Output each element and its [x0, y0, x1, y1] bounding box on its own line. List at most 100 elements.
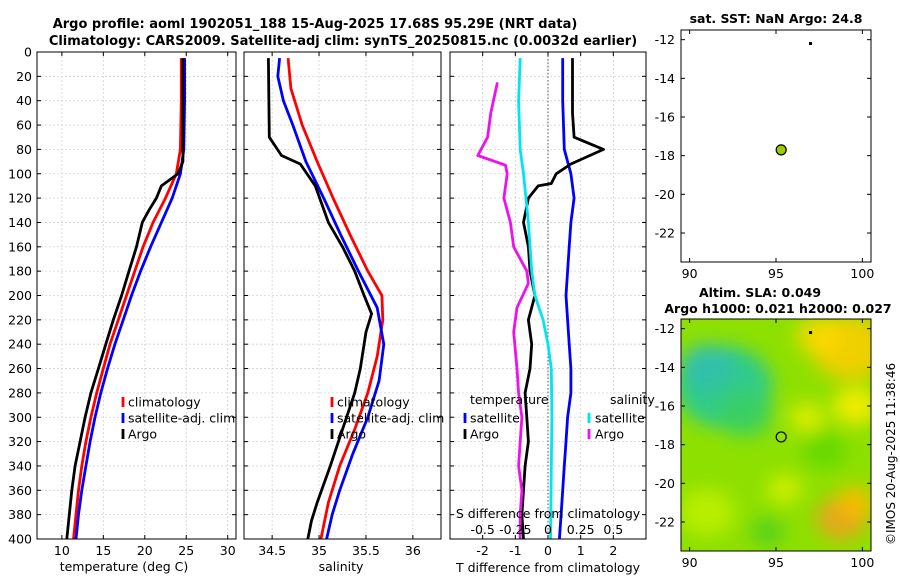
series-line [517, 58, 554, 539]
x-tick-label: 20 [137, 543, 153, 558]
temperature-panel: 10 15 20 25 30020406080100120140160180200220… [8, 45, 237, 558]
x-tick-label: 95 [768, 266, 784, 281]
top-tick-label: 0.5 [603, 522, 623, 537]
y-tick-label: 320 [8, 434, 32, 449]
x-tick-label: 34.5 [258, 543, 286, 558]
heatmap-blob [836, 486, 871, 519]
series-line [558, 58, 576, 539]
x-tick-label: 2 [609, 543, 617, 558]
track-point [809, 331, 813, 335]
x-tick-label: 25 [178, 543, 194, 558]
top-tick-label: 0.25 [567, 522, 595, 537]
heatmap-blob [767, 474, 802, 504]
y-tick-label: 260 [8, 361, 32, 376]
x-tick-label: 35 [311, 543, 327, 558]
y-tick-label: -22 [655, 515, 675, 530]
top-tick-label: 0 [544, 522, 552, 537]
figure-title-line1: Argo profile: aoml 1902051_188 15-Aug-20… [53, 17, 578, 32]
legend-label: climatology [128, 395, 201, 410]
series-line [520, 58, 605, 539]
map-frame [680, 29, 872, 263]
argo-marker [775, 431, 787, 443]
legend-label: Argo [470, 427, 499, 442]
top-tick-label: -0.5 [470, 522, 494, 537]
y-tick-label: 100 [8, 166, 32, 181]
legend-title: salinity [610, 392, 655, 407]
series-group [476, 58, 605, 539]
y-tick-label: 40 [16, 93, 32, 108]
y-tick-label: -18 [655, 437, 675, 452]
x-tick-label: 100 [850, 555, 874, 570]
track-point [809, 42, 813, 46]
heatmap-blob [789, 402, 825, 433]
sla-title-1: Altim. SLA: 0.049 [699, 285, 821, 300]
legend-label: Argo [337, 427, 366, 442]
y-tick-label: 340 [8, 458, 32, 473]
y-tick-label: -16 [655, 399, 675, 414]
x-tick-label: 15 [95, 543, 111, 558]
y-tick-label: 140 [8, 215, 32, 230]
legend-label: climatology [337, 395, 410, 410]
sst-title: sat. SST: NaN Argo: 24.8 [690, 11, 863, 26]
legend-label: satellite-adj. clim [337, 411, 444, 426]
legend-label: satellite [470, 411, 520, 426]
legend-label: Argo [128, 427, 157, 442]
series-line [65, 58, 185, 539]
series-line [74, 58, 187, 539]
y-tick-label: 0 [24, 45, 32, 60]
x-tick-label: 0 [544, 543, 552, 558]
x-tick-label: -2 [476, 543, 488, 558]
series-line [286, 57, 385, 539]
argo-marker [775, 144, 787, 156]
y-tick-label: 380 [8, 507, 32, 522]
legend-label: satellite-adj. clim [128, 411, 235, 426]
salinity-xlabel: salinity [319, 559, 364, 574]
x-tick-label: 95 [768, 555, 784, 570]
difference-xlabel: T difference from climatology [455, 560, 641, 575]
heatmap-blob [681, 488, 735, 536]
y-tick-label: -22 [655, 226, 675, 241]
heatmap-blob [681, 343, 735, 391]
y-tick-label: 80 [16, 142, 32, 157]
heatmap-blob [833, 386, 871, 426]
x-tick-label: 10 [54, 543, 70, 558]
sla-title-2: Argo h1000: 0.021 h2000: 0.027 [664, 301, 891, 316]
series-line [72, 58, 183, 539]
timestamp-stamp: ©IMOS 20-Aug-2025 11:38:46 [884, 363, 898, 545]
x-tick-label: 36 [405, 543, 421, 558]
y-tick-label: -14 [655, 71, 675, 86]
x-tick-label: -1 [509, 543, 521, 558]
heatmap-blob [717, 390, 773, 438]
figure-title-line2: Climatology: CARS2009. Satellite-adj cli… [49, 34, 637, 49]
x-tick-label: 35.5 [352, 543, 380, 558]
series-line [276, 57, 386, 539]
y-tick-label: -14 [655, 360, 675, 375]
sst-map-panel: 90 95 100 -12 -14 -16 -18 -20 -22 [655, 29, 874, 281]
y-tick-label: 20 [16, 69, 32, 84]
y-tick-label: 220 [8, 312, 32, 327]
heatmap-blob [750, 516, 785, 547]
y-tick-label: -18 [655, 148, 675, 163]
x-tick-label: 1 [577, 543, 585, 558]
y-tick-label: -16 [655, 110, 675, 125]
y-tick-label: 400 [8, 532, 32, 547]
x-tick-label: 100 [850, 266, 874, 281]
legend-label: Argo [595, 427, 624, 442]
y-tick-label: 160 [8, 239, 32, 254]
timestamp-text: ©IMOS 20-Aug-2025 11:38:46 [884, 363, 898, 545]
y-tick-label: 60 [16, 118, 32, 133]
series-line [476, 82, 530, 539]
series-line [267, 58, 374, 539]
series-group [267, 57, 386, 539]
x-tick-label: 90 [682, 555, 698, 570]
y-tick-label: 200 [8, 288, 32, 303]
y-tick-label: 360 [8, 483, 32, 498]
heatmap-blob [796, 319, 842, 356]
top-tick-label: -0.25 [499, 522, 531, 537]
legend-label: satellite [595, 411, 645, 426]
y-tick-label: 240 [8, 337, 32, 352]
y-tick-label: 180 [8, 264, 32, 279]
heatmap [681, 319, 871, 551]
